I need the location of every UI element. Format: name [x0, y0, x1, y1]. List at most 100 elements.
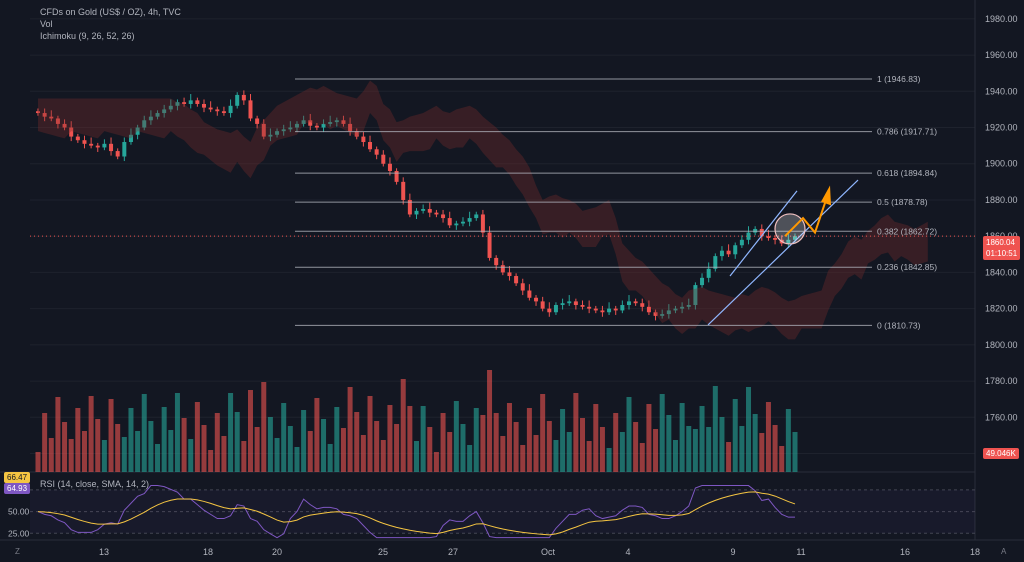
candle-body	[275, 131, 280, 135]
candle-body	[215, 109, 220, 112]
volume-bar	[427, 427, 433, 472]
volume-bar	[194, 402, 200, 472]
volume-bar	[188, 439, 194, 472]
volume-bar	[765, 402, 771, 472]
candle-body	[368, 142, 373, 150]
price-tick-label: 1840.00	[985, 267, 1018, 277]
candle-body	[646, 306, 651, 313]
candle-body	[580, 305, 585, 307]
volume-bar	[354, 412, 360, 472]
candle-body	[766, 236, 771, 238]
candle-body	[294, 123, 299, 128]
candle-body	[115, 151, 120, 157]
volume-bar	[560, 409, 566, 472]
ichimoku-cloud	[38, 80, 928, 340]
price-tick-label: 1960.00	[985, 50, 1018, 60]
last-price: 1860.04	[986, 238, 1015, 247]
volume-bar	[141, 394, 147, 472]
volume-bar	[453, 401, 459, 472]
volume-bar	[155, 444, 161, 472]
candle-body	[89, 143, 94, 146]
candle-body	[706, 268, 711, 278]
candle-body	[208, 107, 213, 110]
candle-body	[228, 105, 233, 114]
volume-bar	[181, 418, 187, 472]
price-tick-label: 1820.00	[985, 304, 1018, 314]
candle-body	[235, 94, 240, 106]
volume-bar	[712, 386, 718, 472]
volume-bar	[746, 387, 752, 472]
volume-bar	[128, 408, 134, 472]
candle-body	[700, 277, 705, 286]
volume-bar	[327, 444, 333, 472]
candle-body	[613, 308, 618, 311]
candle-body	[753, 228, 758, 233]
candle-body	[321, 123, 326, 128]
candle-body	[142, 120, 147, 128]
volume-bar	[380, 440, 386, 472]
candle-body	[441, 214, 446, 219]
volume-bar	[666, 415, 672, 472]
candle-body	[573, 301, 578, 306]
volume-bar	[340, 428, 346, 472]
volume-bar	[394, 424, 400, 472]
volume-bar	[95, 419, 101, 472]
candle-body	[155, 113, 160, 117]
candle-body	[241, 94, 246, 101]
volume-bar	[719, 417, 725, 472]
timezone-button[interactable]: Z	[15, 547, 20, 556]
volume-bar	[613, 413, 619, 472]
candle-body	[414, 210, 419, 215]
time-tick-label: 18	[203, 547, 213, 557]
price-tick-label: 1780.00	[985, 376, 1018, 386]
volume-bar	[287, 426, 293, 472]
candle-body	[527, 290, 532, 298]
candle-body	[534, 297, 539, 302]
channel-upper-line	[729, 190, 798, 277]
candle-body	[633, 301, 638, 304]
auto-scale-button[interactable]: A	[1001, 547, 1007, 556]
candle-body	[500, 265, 505, 273]
candle-body	[407, 199, 412, 215]
volume-bar	[520, 445, 526, 472]
volume-label: Vol	[40, 19, 53, 29]
candle-body	[547, 308, 552, 313]
volume-bar	[161, 407, 167, 472]
candle-body	[109, 143, 114, 152]
volume-bar	[321, 419, 327, 472]
rsi-line	[37, 485, 795, 539]
candle-body	[739, 239, 744, 246]
symbol-label: CFDs on Gold (US$ / OZ), 4h, TVC	[40, 7, 181, 17]
volume-bar	[792, 432, 798, 472]
candle-body	[514, 276, 519, 284]
candle-body	[182, 102, 187, 104]
volume-bar	[739, 426, 745, 472]
fib-level-label: 0.5 (1878.78)	[877, 197, 928, 207]
volume-bar	[274, 438, 280, 472]
bar-countdown: 01:10:51	[986, 249, 1018, 258]
volume-bar	[201, 425, 207, 472]
volume-bar	[360, 435, 366, 472]
candle-body	[162, 109, 167, 114]
time-tick-label: 11	[796, 547, 805, 557]
candle-body	[354, 131, 359, 137]
candle-body	[49, 116, 54, 119]
candle-body	[587, 306, 592, 309]
volume-bar	[101, 440, 107, 472]
volume-bar	[407, 406, 413, 472]
volume-bar	[619, 432, 625, 472]
candle-body	[148, 116, 153, 121]
volume-bar	[606, 448, 612, 472]
candle-body	[507, 272, 512, 277]
volume-bar	[307, 431, 313, 472]
rsi-band-fill	[30, 489, 975, 534]
candle-body	[128, 134, 133, 143]
fib-level-label: 0 (1810.73)	[877, 320, 921, 330]
ichimoku-label: Ichimoku (9, 26, 52, 26)	[40, 31, 135, 41]
volume-bar	[460, 424, 466, 472]
candle-body	[454, 223, 459, 226]
candle-body	[520, 283, 525, 291]
volume-bar	[513, 422, 519, 472]
volume-bar	[500, 436, 506, 472]
